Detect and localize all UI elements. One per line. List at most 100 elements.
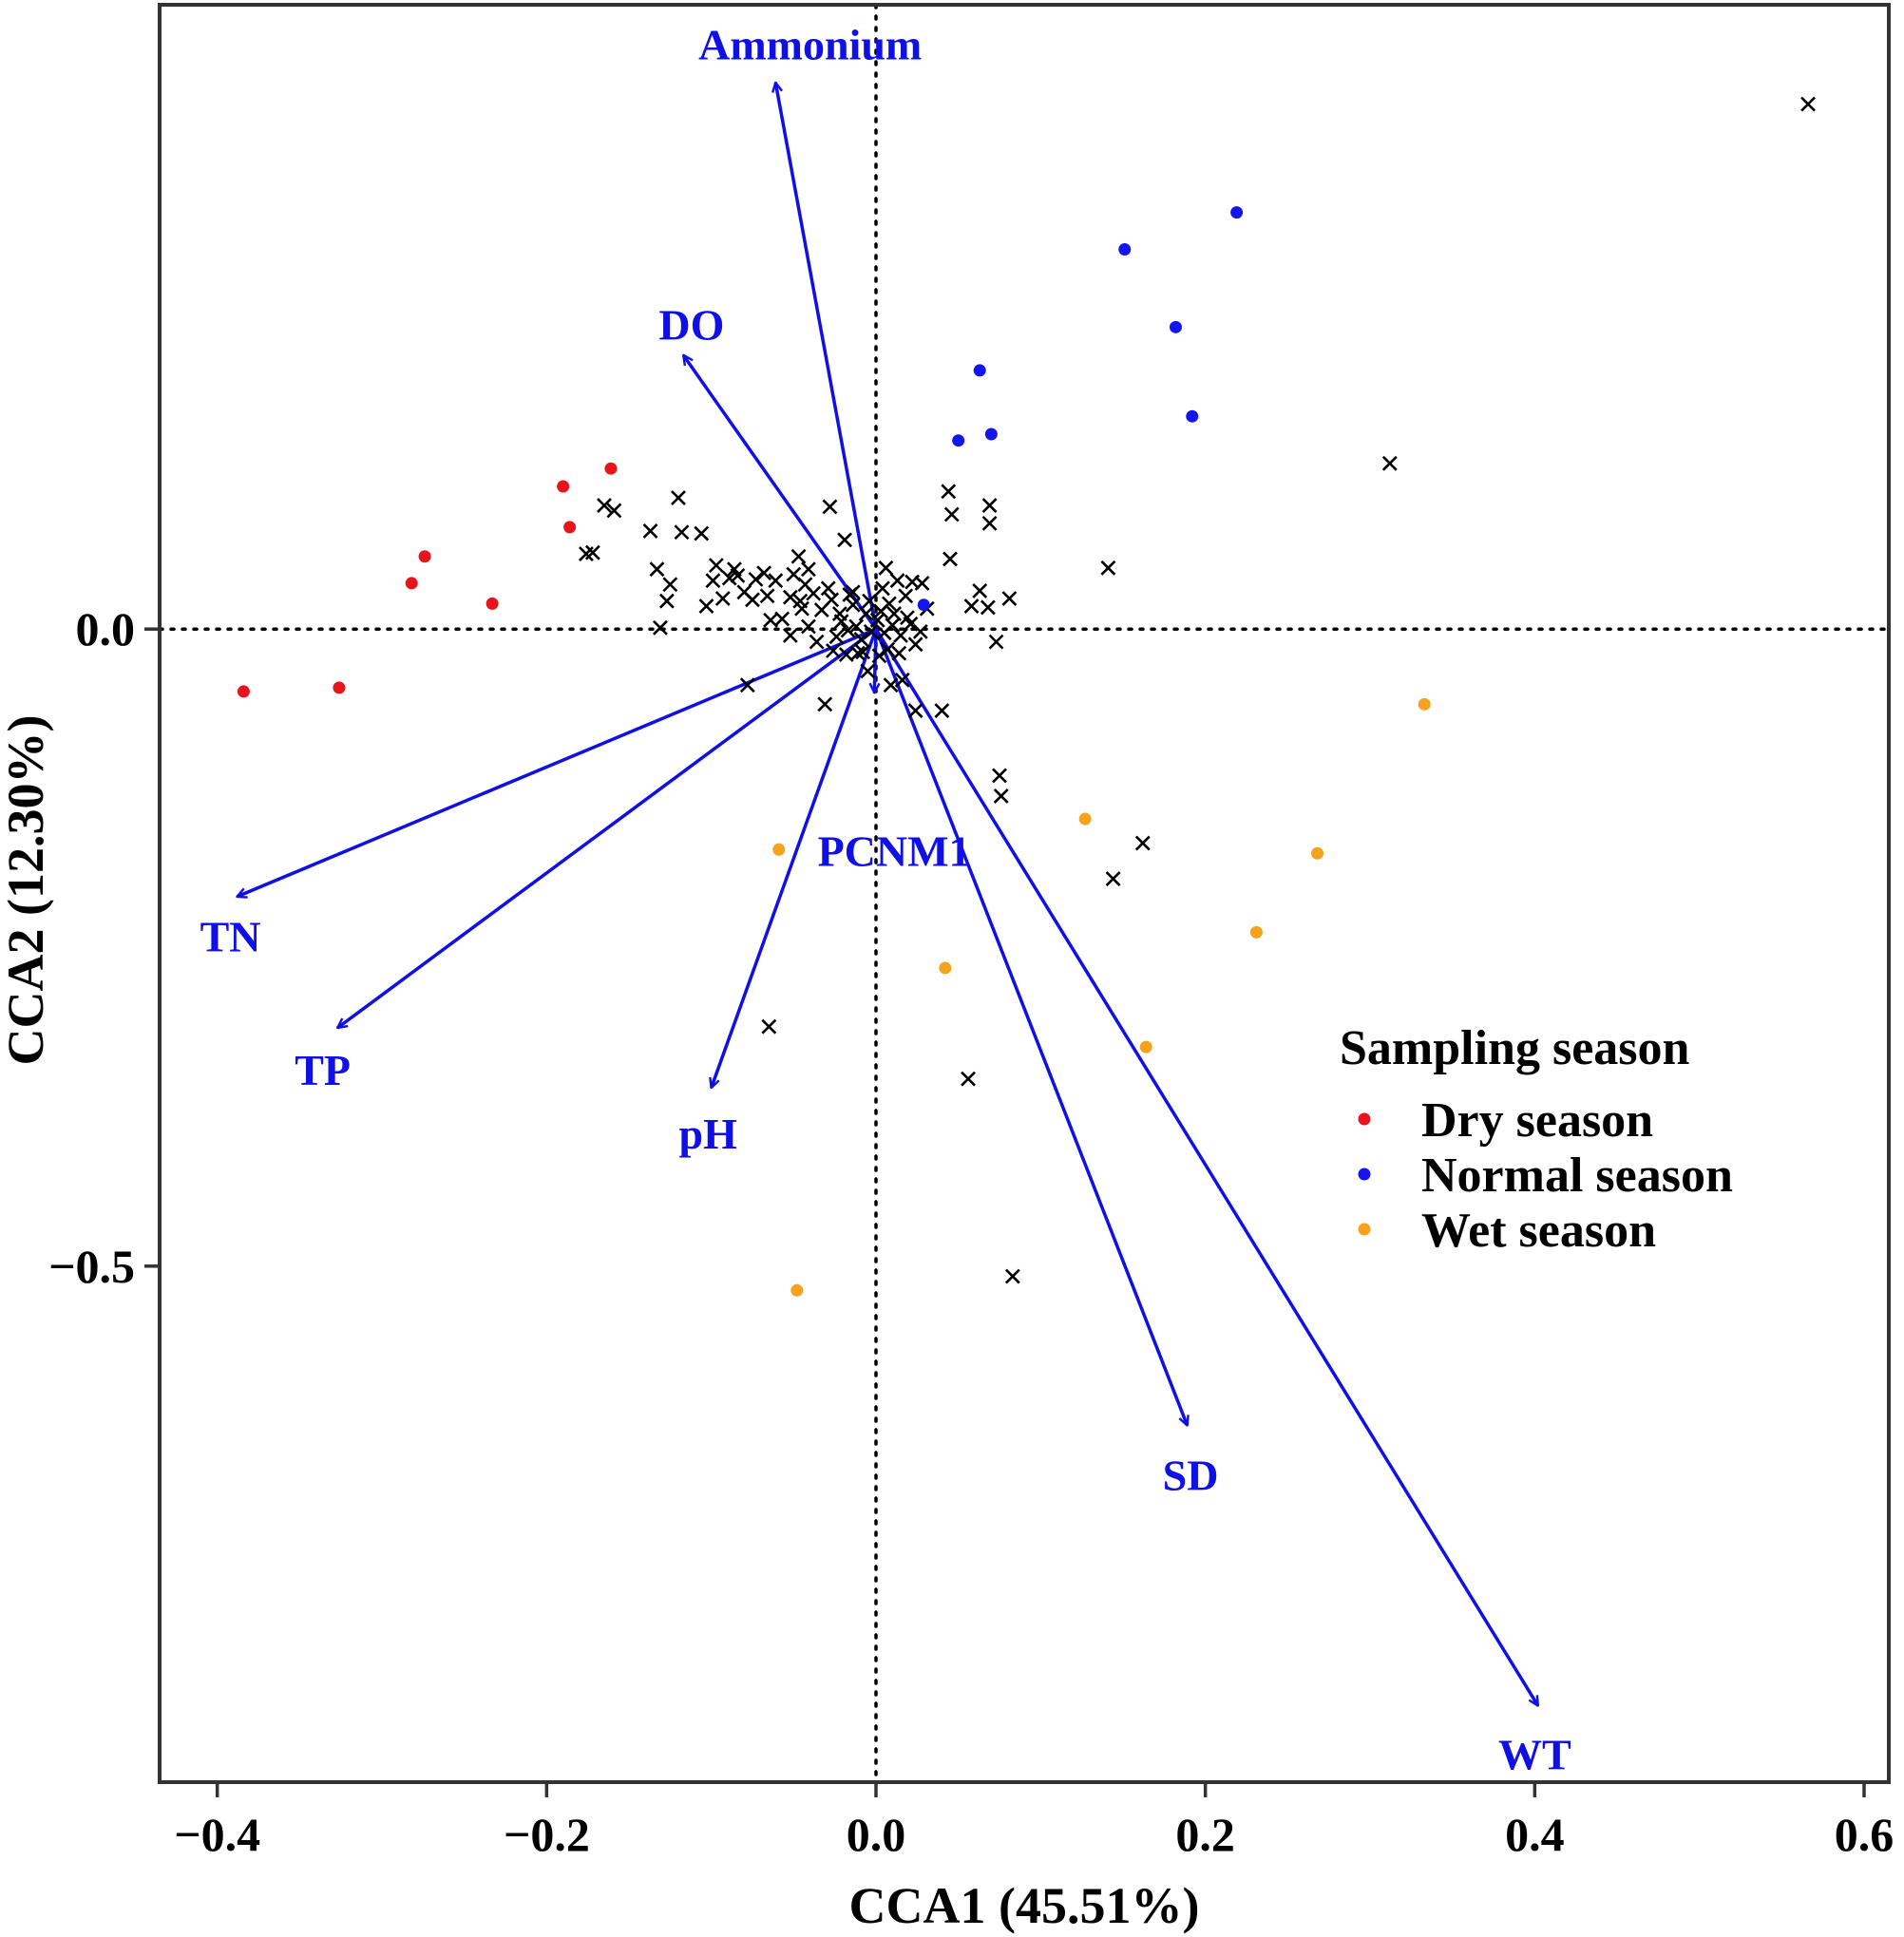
- x-tick-label: 0.6: [1835, 1808, 1894, 1861]
- species-marker: [606, 503, 622, 519]
- vector-arrow-ammonium: [775, 83, 878, 630]
- species-marker: [898, 588, 914, 604]
- species-marker: [782, 627, 798, 643]
- site-point-wet-season: [939, 961, 952, 975]
- vector-label-do: DO: [658, 301, 724, 350]
- reference-lines: [158, 3, 1891, 1784]
- site-points: [237, 206, 1431, 1297]
- site-point-wet-season: [1311, 846, 1324, 860]
- vector-label-tp: TP: [295, 1046, 351, 1094]
- site-point-normal-season: [1118, 243, 1132, 256]
- species-marker: [860, 663, 876, 679]
- species-marker: [809, 634, 825, 650]
- plot-background: [160, 5, 1889, 1782]
- species-marker: [907, 636, 923, 653]
- species-marker: [871, 648, 887, 664]
- vector-label-pcnm1: PCNM1: [818, 826, 971, 875]
- species-marker: [900, 610, 915, 626]
- species-marker: [768, 573, 784, 589]
- site-point-normal-season: [973, 364, 986, 377]
- species-marker: [869, 612, 885, 628]
- x-axis: −0.4 −0.2 0.0 0.2 0.4 0.6: [174, 1782, 1894, 1861]
- species-marker: [797, 577, 813, 593]
- site-point-normal-season: [1186, 409, 1199, 423]
- legend-key-normal-season: [1358, 1168, 1371, 1181]
- species-marker: [642, 523, 658, 539]
- site-point-wet-season: [790, 1283, 804, 1297]
- species-marker: [992, 768, 1007, 784]
- x-axis-title: CCA1 (45.51%): [849, 1877, 1200, 1934]
- x-tick-label: 0.4: [1505, 1808, 1565, 1861]
- species-marker: [782, 589, 798, 605]
- species-marker: [790, 548, 807, 564]
- species-marker: [649, 561, 665, 578]
- site-point-dry-season: [405, 577, 418, 590]
- species-marker: [848, 618, 865, 635]
- species-marker: [907, 703, 923, 718]
- vector-label-wt: WT: [1498, 1730, 1571, 1778]
- species-marker: [914, 575, 930, 591]
- vector-label-ammonium: Ammonium: [698, 21, 922, 69]
- site-point-normal-season: [1230, 206, 1244, 219]
- site-point-dry-season: [486, 597, 499, 610]
- site-point-wet-season: [772, 843, 786, 856]
- species-marker: [745, 592, 760, 608]
- legend-label-normal-season: Normal season: [1421, 1149, 1733, 1203]
- species-marker: [963, 598, 980, 614]
- species-marker: [730, 567, 746, 583]
- site-point-dry-season: [563, 521, 577, 534]
- species-marker: [840, 622, 856, 638]
- vector-label-tn: TN: [200, 912, 261, 960]
- species-marker: [1134, 835, 1151, 851]
- species-marker: [838, 647, 854, 662]
- species-marker: [961, 1071, 976, 1087]
- vector-arrow-sd: [874, 628, 1188, 1425]
- species-marker: [721, 570, 737, 586]
- species-marker: [714, 591, 731, 606]
- vector-arrow-wt: [874, 628, 1540, 1705]
- species-marker: [653, 619, 668, 636]
- site-point-normal-season: [1169, 320, 1182, 333]
- species-marker: [579, 546, 594, 561]
- species-marker: [912, 623, 928, 639]
- species-marker: [993, 788, 1009, 804]
- site-point-dry-season: [604, 462, 618, 475]
- species-marker: [863, 623, 879, 639]
- species-marker: [820, 580, 836, 597]
- plot-border: [158, 3, 1891, 1784]
- species-marker: [878, 560, 894, 576]
- species-marker: [972, 583, 988, 598]
- legend-label-wet-season: Wet season: [1421, 1204, 1656, 1258]
- y-tick-label: −0.5: [48, 1240, 135, 1293]
- vector-labels: Ammonium DO TN TP pH PCNM1 SD WT: [200, 21, 1571, 1779]
- species-marker: [883, 677, 899, 693]
- species-marker: [1105, 871, 1121, 886]
- vector-arrow-tp: [337, 627, 878, 1028]
- species-marker: [894, 672, 910, 688]
- species-marker: [1004, 1268, 1020, 1284]
- site-point-wet-season: [1139, 1040, 1152, 1054]
- species-marker: [698, 598, 714, 614]
- species-marker: [837, 532, 852, 548]
- species-marker: [855, 644, 871, 660]
- legend-key-dry-season: [1358, 1112, 1371, 1126]
- species-marker: [828, 629, 845, 645]
- species-marker: [893, 627, 908, 643]
- species-marker: [981, 498, 998, 514]
- site-point-dry-season: [418, 550, 431, 563]
- species-marker: [934, 703, 950, 718]
- species-marker: [597, 498, 612, 514]
- species-marker: [875, 580, 890, 597]
- legend-title: Sampling season: [1340, 1021, 1690, 1075]
- species-marker: [845, 597, 861, 613]
- species-marker: [889, 573, 905, 589]
- species-marker: [739, 677, 755, 693]
- species-marker: [885, 617, 901, 634]
- species-marker: [774, 611, 790, 627]
- species-marker: [853, 632, 869, 647]
- environmental-vectors: [237, 83, 1540, 1706]
- species-marker: [801, 561, 816, 578]
- species-marker: [671, 490, 686, 505]
- x-tick-label: 0.2: [1175, 1808, 1235, 1861]
- site-point-normal-season: [984, 427, 998, 441]
